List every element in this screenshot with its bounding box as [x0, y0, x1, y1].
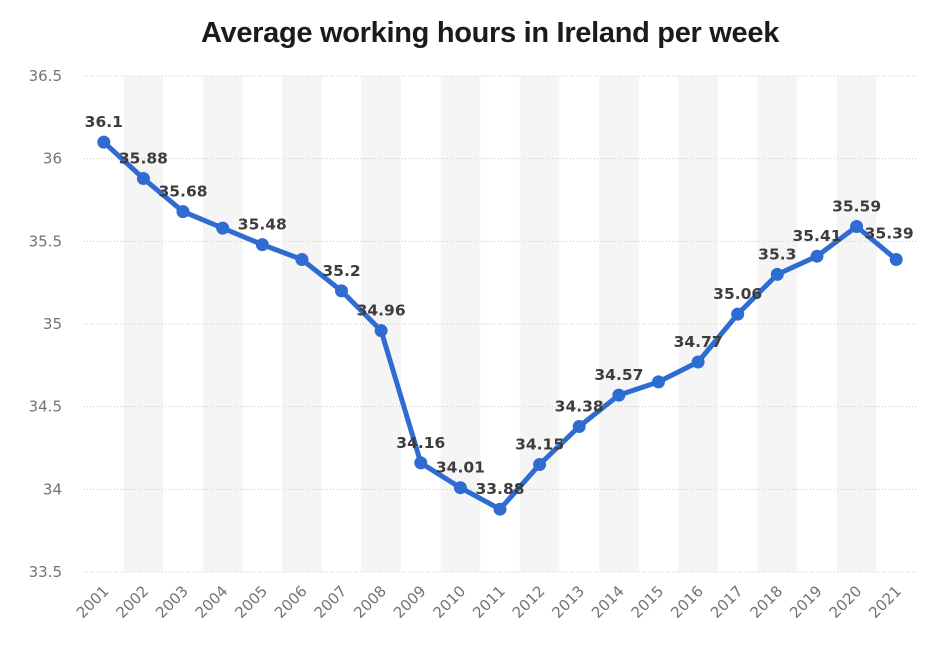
data-point[interactable]: [572, 420, 586, 433]
y-axis-tick-label: 35: [43, 315, 62, 333]
data-point[interactable]: [810, 249, 824, 263]
data-point[interactable]: [691, 355, 705, 369]
x-axis-tick-label: 2021: [865, 582, 905, 622]
x-axis-tick-label: 2019: [786, 582, 826, 622]
data-point[interactable]: [612, 388, 626, 402]
x-axis-tick-label: 2002: [113, 582, 153, 622]
point-value-label: 35.39: [865, 225, 914, 243]
x-axis-tick-label: 2013: [548, 582, 588, 622]
x-axis-tick-label: 2009: [390, 582, 430, 622]
x-axis-tick-label: 2006: [271, 582, 311, 622]
x-axis-tick-label: 2004: [192, 582, 232, 622]
data-point[interactable]: [97, 135, 111, 149]
x-axis-tick-label: 2017: [707, 582, 747, 622]
data-point[interactable]: [453, 481, 467, 495]
x-axis-tick-label: 2012: [509, 582, 549, 622]
x-axis-tick-label: 2011: [469, 582, 509, 622]
y-axis-tick-label: 35.5: [29, 232, 62, 250]
point-value-label: 34.38: [555, 398, 604, 416]
x-axis-tick-label: 2014: [588, 582, 628, 622]
x-axis-tick-label: 2008: [350, 582, 390, 622]
data-point[interactable]: [493, 502, 507, 516]
point-value-label: 35.88: [119, 150, 168, 168]
data-point[interactable]: [850, 220, 864, 233]
chart-title: Average working hours in Ireland per wee…: [200, 17, 780, 49]
x-axis-labels: 2001 2002 2003 2004 2005 2006 2007 2008 2009 2010…: [73, 582, 905, 622]
x-axis-tick-label: 2010: [429, 582, 469, 622]
x-axis-tick-label: 2018: [746, 582, 786, 622]
point-value-label: 34.16: [396, 434, 445, 452]
point-value-label: 34.57: [594, 366, 643, 384]
point-value-label: 33.88: [475, 480, 524, 498]
y-axis-tick-label: 34.5: [29, 398, 62, 416]
x-axis-tick-label: 2016: [667, 582, 707, 622]
point-value-label: 35.68: [158, 183, 207, 201]
y-axis-tick-label: 36.5: [29, 67, 62, 85]
x-axis-tick-label: 2003: [152, 582, 192, 622]
point-value-label: 34.77: [674, 333, 723, 351]
data-point[interactable]: [295, 253, 309, 266]
data-point[interactable]: [176, 205, 190, 219]
point-value-label: 35.48: [238, 216, 287, 234]
data-point[interactable]: [335, 284, 348, 298]
gridlines: [84, 75, 916, 573]
x-axis-tick-label: 2007: [311, 582, 351, 622]
data-point[interactable]: [652, 375, 665, 389]
x-axis-tick-label: 2015: [628, 582, 668, 622]
point-value-label: 35.2: [322, 262, 360, 280]
data-point[interactable]: [414, 456, 428, 470]
data-point[interactable]: [889, 253, 903, 266]
point-value-label: 35.3: [758, 245, 796, 263]
y-axis-tick-label: 34: [43, 480, 62, 498]
y-axis-tick-label: 33.5: [29, 563, 62, 581]
data-point[interactable]: [374, 324, 388, 338]
y-axis-tick-label: 36: [43, 150, 62, 168]
x-axis-tick-label: 2001: [73, 582, 113, 622]
point-value-label: 34.01: [436, 459, 485, 477]
y-axis-labels: 36.5 36 35.5 35 34.5 34 33.5: [29, 67, 62, 581]
data-point[interactable]: [770, 267, 784, 281]
point-value-label: 34.96: [357, 302, 406, 320]
point-value-label: 35.59: [832, 198, 881, 216]
point-labels: 36.1 35.88 35.68 35.48 35.2 34.96 34.16 34.01 33…: [85, 113, 914, 498]
data-point[interactable]: [136, 172, 150, 185]
data-point-markers: [97, 135, 903, 516]
data-point[interactable]: [731, 307, 745, 321]
x-axis-tick-label: 2020: [826, 582, 866, 622]
data-point[interactable]: [255, 238, 269, 252]
x-axis-tick-label: 2005: [231, 582, 271, 622]
point-value-label: 35.06: [713, 285, 762, 303]
data-point[interactable]: [533, 458, 547, 471]
point-value-label: 35.41: [792, 227, 841, 245]
point-value-label: 36.1: [85, 113, 123, 131]
data-point[interactable]: [216, 221, 230, 235]
point-value-label: 34.15: [515, 436, 564, 454]
